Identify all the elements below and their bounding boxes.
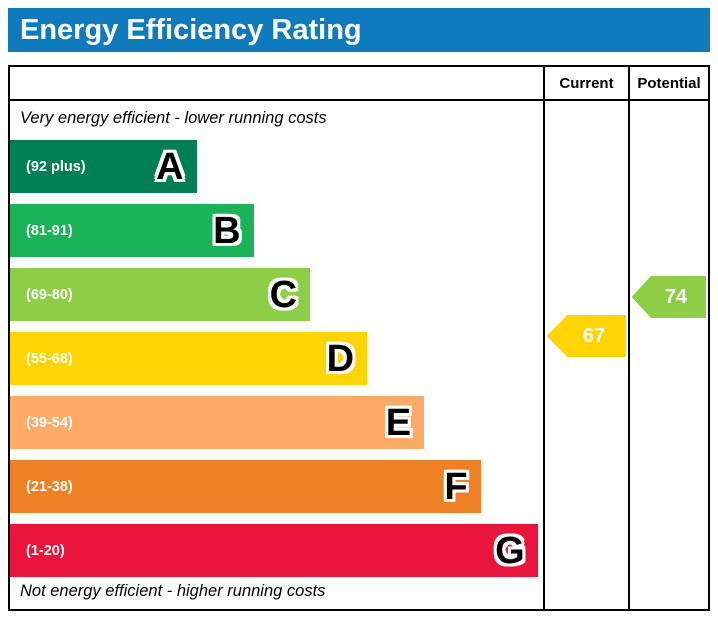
current-column-header: Current	[543, 67, 628, 101]
band-b: (81-91) B	[10, 204, 254, 257]
band-a: (92 plus) A	[10, 140, 197, 193]
current-column: 67	[543, 101, 628, 609]
band-f: (21-38) F	[10, 460, 481, 513]
current-rating-arrow: 67	[546, 315, 627, 357]
band-e: (39-54) E	[10, 396, 425, 449]
band-letter: C	[269, 273, 298, 316]
band-letter: D	[326, 337, 355, 380]
band-letter: G	[495, 529, 525, 572]
caption-top: Very energy efficient - lower running co…	[20, 109, 327, 127]
band-range-label: (55-68)	[26, 350, 73, 367]
caption-bottom: Not energy efficient - higher running co…	[20, 582, 326, 600]
potential-column-header: Potential	[628, 67, 708, 101]
band-area: Very energy efficient - lower running co…	[10, 101, 543, 609]
band-column-header-spacer	[10, 67, 543, 101]
rating-chart: Current Potential Very energy efficient …	[8, 65, 710, 611]
band-range-label: (21-38)	[26, 478, 73, 495]
band-letter: F	[444, 465, 468, 508]
band-range-label: (92 plus)	[26, 158, 86, 175]
page-title: Energy Efficiency Rating	[8, 8, 710, 52]
potential-rating-arrow: 74	[631, 276, 707, 318]
potential-column: 74	[628, 101, 708, 609]
band-d: (55-68) D	[10, 332, 368, 385]
band-range-label: (81-91)	[26, 222, 73, 239]
band-c: (69-80) C	[10, 268, 311, 321]
band-g: (1-20) G	[10, 524, 538, 577]
band-letter: B	[213, 209, 241, 252]
band-letter: A	[156, 145, 184, 188]
band-range-label: (69-80)	[26, 286, 73, 303]
band-range-label: (1-20)	[26, 542, 65, 559]
band-letter: E	[385, 401, 412, 444]
band-range-label: (39-54)	[26, 414, 73, 431]
